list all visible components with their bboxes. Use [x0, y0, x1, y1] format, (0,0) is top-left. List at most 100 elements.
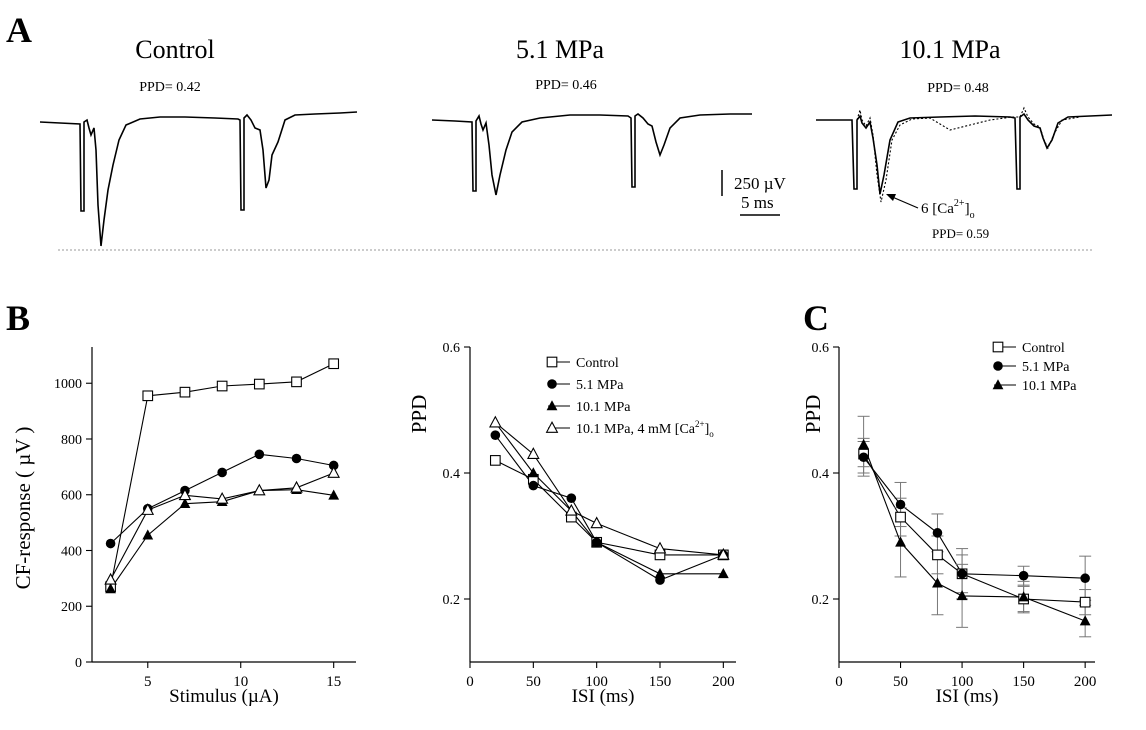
chart-ppd-isi-c: 0.2 0.4 0.6 0 50 100 150 200 ISI (ms) PPD Control 5…: [801, 341, 1096, 707]
data-point-2: [142, 529, 154, 540]
data-point-3: [253, 483, 266, 496]
data-point-2: [717, 568, 729, 579]
scale-label-time: 5 ms: [741, 193, 774, 212]
data-point-3: [215, 491, 229, 504]
trace-ppd-5mpa: PPD= 0.46: [535, 78, 597, 93]
panel-b-letter: B: [6, 298, 30, 338]
data-point-1: [105, 538, 116, 549]
trace-5mpa: [431, 113, 752, 196]
y-tick-label: 0.4: [812, 467, 830, 482]
data-point-1: [858, 452, 869, 463]
x-tick-label: 0: [466, 674, 474, 690]
ca-arrow-head: [886, 194, 896, 201]
y-tick-label: 800: [61, 433, 82, 448]
data-point-3: [565, 503, 578, 516]
trace-title-control: Control: [135, 35, 214, 64]
x-tick-label: 150: [1012, 674, 1035, 690]
y-tick-label: 600: [61, 489, 82, 504]
x-tick-label: 50: [893, 674, 908, 690]
trace-control: [39, 111, 358, 247]
legend-label: 10.1 MPa: [576, 400, 631, 415]
data-point-0: [179, 386, 191, 398]
legend-label: 10.1 MPa: [1022, 379, 1077, 394]
legend-marker: [992, 379, 1004, 390]
x-tick-label: 200: [1074, 674, 1097, 690]
panel-a-letter: A: [6, 10, 32, 50]
scale-label-voltage: 250 µV: [734, 174, 787, 193]
trace-title-10mpa: 10.1 MPa: [899, 35, 1001, 64]
data-point-1: [1080, 573, 1090, 584]
trace-ppd-10mpa: PPD= 0.48: [927, 81, 989, 96]
data-point-0: [1079, 596, 1091, 608]
data-point-1: [1018, 570, 1029, 581]
y-tick-label: 400: [61, 544, 82, 559]
data-point-1: [895, 499, 906, 510]
data-point-2: [328, 489, 340, 500]
x-tick-label: 100: [951, 674, 974, 690]
data-point-3: [327, 466, 341, 478]
data-point-1: [932, 528, 943, 538]
data-point-3: [290, 480, 303, 493]
series-line-2: [494, 422, 724, 575]
legend-marker: [992, 341, 1004, 353]
trace-title-5mpa: 5.1 MPa: [516, 35, 605, 64]
data-point-1: [566, 493, 577, 504]
data-point-3: [527, 447, 540, 459]
data-point-0: [216, 380, 228, 392]
y-tick-label: 1000: [54, 377, 82, 392]
ca-arrow-line: [889, 195, 919, 209]
data-point-0: [142, 390, 154, 402]
trace-10mpa: [816, 112, 1113, 195]
panel-c-letter: C: [803, 298, 829, 338]
data-point-2: [591, 536, 603, 547]
data-point-2: [858, 438, 870, 449]
legend-marker: [546, 356, 558, 368]
legend-label: 5.1 MPa: [576, 378, 624, 393]
y-tick-label: 0.6: [443, 341, 461, 356]
y-tick-label: 0.6: [812, 341, 830, 356]
x-axis-label: ISI (ms): [572, 686, 635, 707]
legend-label: Control: [576, 356, 619, 371]
series-line-2: [863, 444, 1086, 622]
data-point-1: [217, 467, 227, 478]
data-point-2: [956, 590, 968, 601]
data-point-2: [1018, 591, 1030, 602]
data-point-3: [590, 516, 603, 529]
data-point-3: [717, 547, 730, 560]
data-point-1: [490, 430, 501, 441]
trace-10mpa-high-ca: [856, 106, 1081, 203]
data-point-2: [895, 536, 906, 547]
data-point-0: [932, 549, 943, 561]
data-point-3: [104, 572, 117, 585]
series-line-1: [494, 434, 724, 581]
y-tick-label: 0.4: [443, 467, 461, 482]
chart-cf-response: 0 200 400 600 800 1000 5 10 15 Stimulus (µA) CF-re…: [11, 347, 356, 707]
y-axis-label: PPD: [407, 395, 431, 434]
x-tick-label: 5: [144, 674, 152, 690]
series-line-0: [863, 453, 1086, 603]
series-line-3: [494, 422, 724, 556]
legend-marker: [547, 379, 557, 389]
data-point-2: [179, 497, 191, 508]
legend-marker: [546, 400, 558, 411]
data-point-0: [253, 378, 265, 390]
legend-marker: [545, 421, 559, 433]
y-tick-label: 0.2: [443, 593, 461, 608]
data-point-0: [328, 358, 340, 370]
data-point-2: [1079, 615, 1091, 626]
data-point-1: [528, 480, 539, 491]
series-line-1: [863, 456, 1086, 579]
legend-marker: [993, 361, 1003, 371]
ca-annotation: 6 [Ca2+]o: [921, 198, 975, 221]
series-line-0: [495, 459, 724, 556]
data-point-2: [932, 577, 943, 588]
y-tick-label: 0: [75, 656, 82, 671]
x-tick-label: 100: [585, 674, 608, 690]
data-point-1: [957, 569, 967, 579]
x-tick-label: 200: [712, 674, 735, 690]
legend-label: Control: [1022, 341, 1065, 356]
x-tick-label: 15: [326, 674, 341, 690]
y-tick-label: 200: [61, 600, 82, 615]
x-tick-label: 150: [649, 674, 672, 690]
x-tick-label: 50: [526, 674, 541, 690]
